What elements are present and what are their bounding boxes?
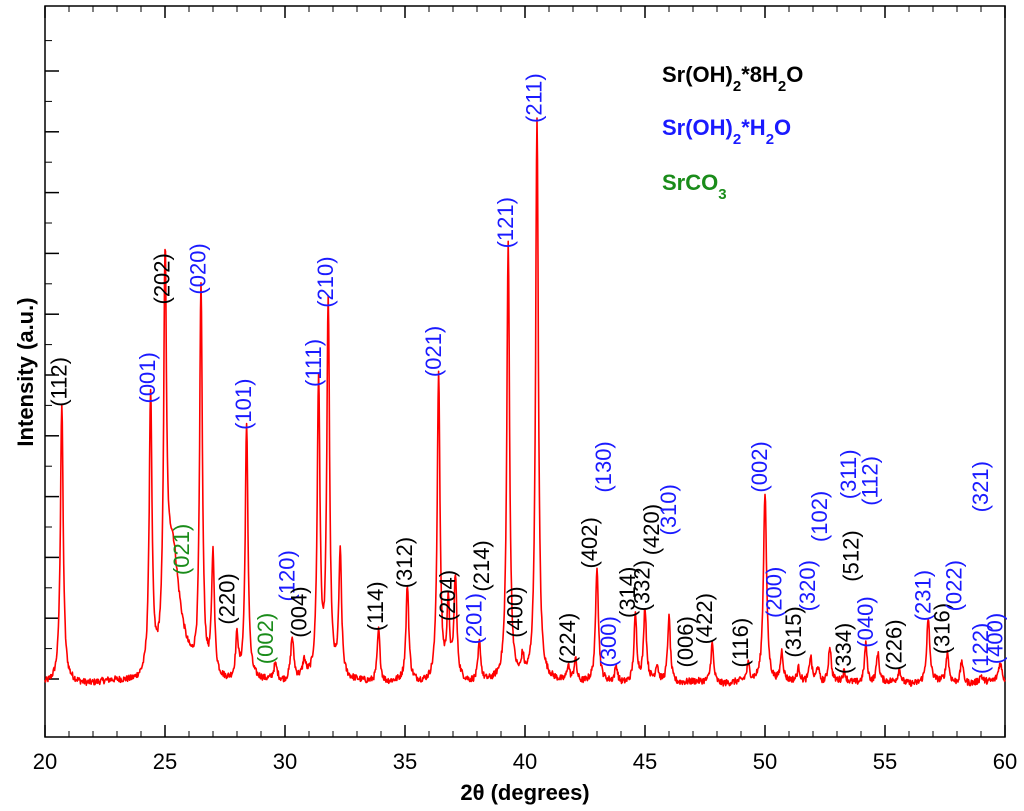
peak-label: (204) <box>435 570 460 621</box>
minor-ticks <box>68 6 982 737</box>
legend-item: SrCO3 <box>662 170 727 203</box>
peak-label: (231) <box>910 570 935 621</box>
peak-label: (006) <box>673 616 698 667</box>
peak-label: (210) <box>313 256 338 307</box>
peak-label: (202) <box>150 253 175 304</box>
x-tick-label: 40 <box>513 749 537 774</box>
peak-label: (200) <box>762 567 787 618</box>
peak-label: (021) <box>169 524 194 575</box>
peak-label: (334) <box>831 623 856 674</box>
peak-label: (101) <box>231 379 256 430</box>
peak-label: (316) <box>930 603 955 654</box>
peak-label: (002) <box>747 441 772 492</box>
x-tick-label: 50 <box>753 749 777 774</box>
peak-label: (220) <box>214 573 239 624</box>
xrd-pattern-line <box>44 117 1006 687</box>
peak-label: (002) <box>253 613 278 664</box>
peak-label: (211) <box>522 73 547 123</box>
peak-label: (224) <box>555 613 580 664</box>
peak-label: (315) <box>781 606 806 657</box>
peak-label: (320) <box>795 560 820 611</box>
peak-label: (400) <box>982 613 1007 664</box>
peak-label: (020) <box>186 243 211 294</box>
peak-label: (226) <box>882 619 907 670</box>
x-tick-label: 55 <box>873 749 897 774</box>
peak-label: (112) <box>46 357 71 407</box>
peak-label: (400) <box>502 586 527 637</box>
peak-label: (040) <box>853 596 878 647</box>
peak-label: (102) <box>807 491 832 542</box>
peak-label: (201) <box>462 593 487 644</box>
peak-label: (310) <box>656 484 681 535</box>
x-axis-title: 2θ (degrees) <box>460 780 589 805</box>
peak-label: (114) <box>363 581 388 631</box>
peak-label: (001) <box>135 352 160 403</box>
y-axis-ticks <box>45 40 59 680</box>
peak-label: (120) <box>274 550 299 601</box>
legend-item: Sr(OH)2*H2O <box>662 115 791 148</box>
y-axis-title: Intensity (a.u.) <box>13 297 38 446</box>
peak-label: (122) <box>968 623 993 674</box>
peak-label: (512) <box>838 530 863 581</box>
x-tick-label: 20 <box>33 749 57 774</box>
peak-label: (022) <box>942 560 967 611</box>
peak-label: (112) <box>858 456 883 506</box>
peak-label: (321) <box>968 461 993 512</box>
x-tick-label: 45 <box>633 749 657 774</box>
peak-label: (214) <box>469 540 494 591</box>
x-tick-label: 25 <box>153 749 177 774</box>
peak-label: (332) <box>630 560 655 611</box>
peak-label: (116) <box>728 618 753 668</box>
x-axis-ticks: 20 25 30 35 40 45 50 55 60 <box>33 6 1017 774</box>
peak-label: (314) <box>615 567 640 618</box>
peak-labels: (112) (001) (202) (021) (020) (220) (101) (002)… <box>46 73 1007 674</box>
peak-label: (300) <box>596 616 621 667</box>
peak-label: (420) <box>639 504 664 555</box>
legend-item: Sr(OH)2*8H2O <box>662 62 803 95</box>
x-tick-label: 35 <box>393 749 417 774</box>
x-tick-label: 60 <box>993 749 1017 774</box>
peak-label: (312) <box>392 537 417 588</box>
peak-label: (130) <box>591 441 616 492</box>
peak-label: (121) <box>493 197 518 248</box>
peak-label: (402) <box>577 517 602 568</box>
x-tick-label: 30 <box>273 749 297 774</box>
peak-label: (021) <box>421 326 446 377</box>
peak-label: (111) <box>301 339 326 387</box>
legend: Sr(OH)2*8H2O Sr(OH)2*H2O SrCO3 <box>662 62 803 203</box>
peak-label: (004) <box>286 586 311 637</box>
peak-label: (422) <box>692 593 717 644</box>
peak-label: (311) <box>836 449 861 499</box>
